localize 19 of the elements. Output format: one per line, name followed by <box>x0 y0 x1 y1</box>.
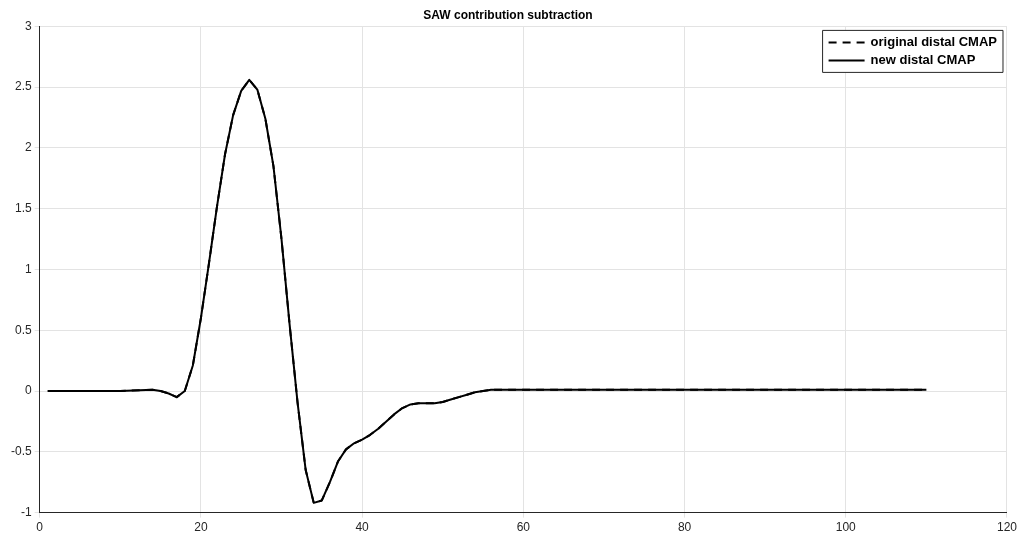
x-tick-label: 20 <box>194 520 208 535</box>
x-tick-label: 0 <box>36 520 44 535</box>
y-tick-label: -0.5 <box>10 444 32 459</box>
y-tick-label: 0.5 <box>14 322 32 337</box>
chart-title: SAW contribution subtraction <box>423 7 593 22</box>
x-tick-label: 80 <box>677 520 692 535</box>
x-tick-label: 60 <box>516 520 531 535</box>
y-tick-label: -1 <box>21 504 32 519</box>
y-tick-label: 0 <box>24 383 32 398</box>
x-tick-label: 100 <box>835 520 857 535</box>
legend-label: new distal CMAP <box>870 51 976 67</box>
y-tick-label: 1.5 <box>14 201 32 216</box>
x-tick-label: 120 <box>996 520 1018 535</box>
x-tick-label: 40 <box>355 520 370 535</box>
y-tick-label: 2 <box>24 140 32 155</box>
legend-label: original distal CMAP <box>870 33 998 49</box>
y-tick-label: 2.5 <box>14 79 32 94</box>
y-tick-label: 3 <box>24 18 32 33</box>
y-tick-label: 1 <box>24 261 32 276</box>
